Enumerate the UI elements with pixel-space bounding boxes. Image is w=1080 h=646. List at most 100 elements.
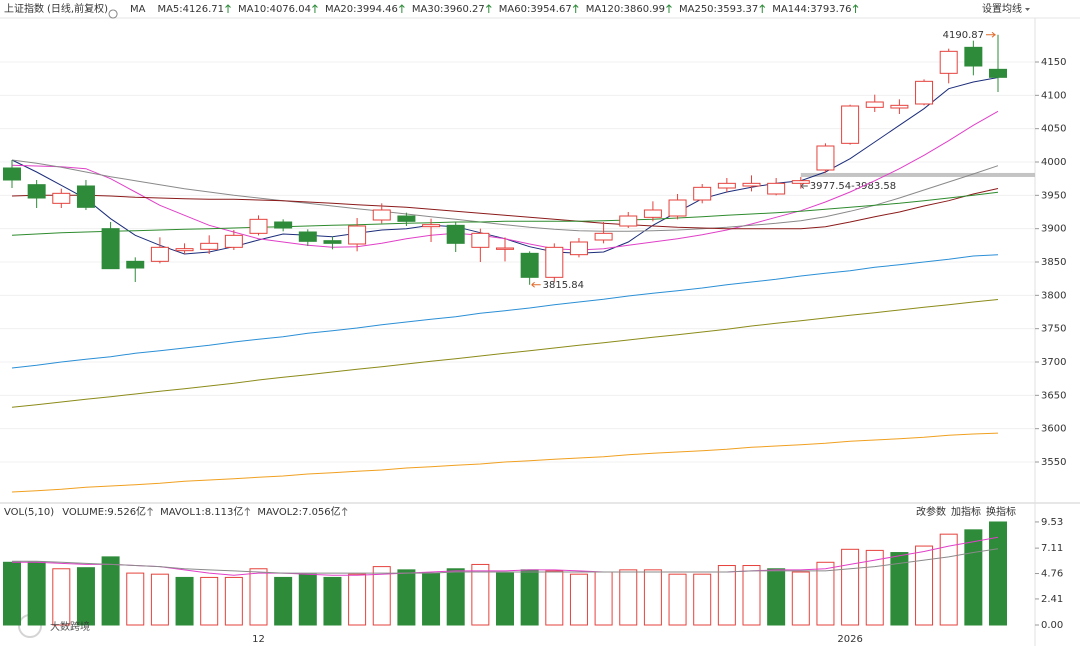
trend-arrow bbox=[244, 507, 251, 516]
volume-bar bbox=[890, 552, 909, 626]
y-tick-label: 0.00 bbox=[1041, 620, 1063, 631]
candle-body bbox=[865, 101, 884, 108]
volume-bar bbox=[496, 572, 514, 626]
ma-line bbox=[11, 191, 999, 236]
volume-bar bbox=[471, 563, 490, 626]
legend-entry: MA30:3960.27 bbox=[412, 4, 485, 15]
volume-bar bbox=[939, 533, 958, 626]
volume-bar bbox=[3, 561, 21, 626]
ma-line bbox=[11, 188, 999, 230]
y-tick-label: 4050 bbox=[1041, 124, 1066, 135]
y-tick-label: 3750 bbox=[1041, 324, 1066, 335]
candle-body bbox=[791, 180, 810, 184]
volume-bar bbox=[791, 571, 810, 626]
volume-bar bbox=[693, 573, 712, 626]
volume-bar bbox=[643, 569, 662, 626]
volume-bar bbox=[372, 566, 391, 626]
volume-bar bbox=[816, 561, 835, 626]
trend-arrow bbox=[852, 4, 859, 13]
candle-body bbox=[643, 209, 662, 218]
panel-button[interactable]: 加指标 bbox=[951, 505, 981, 518]
legend-entry: MAVOL2:7.056亿 bbox=[257, 505, 340, 518]
candle-body bbox=[422, 224, 441, 228]
x-tick-label: 2026 bbox=[837, 634, 862, 645]
volume-bar bbox=[175, 576, 194, 626]
candle-body bbox=[446, 224, 465, 244]
volume-bar bbox=[545, 570, 564, 626]
candle-body bbox=[101, 228, 120, 270]
candle-body bbox=[890, 104, 909, 109]
candle-body bbox=[939, 50, 958, 74]
candle-body bbox=[693, 186, 712, 201]
mavol-line bbox=[12, 536, 999, 576]
volume-bar bbox=[989, 521, 1007, 626]
volume-bar bbox=[76, 567, 95, 626]
legend-title: MA bbox=[130, 4, 146, 15]
ma-line bbox=[11, 159, 999, 232]
volume-bar bbox=[569, 573, 588, 626]
settings-icon bbox=[108, 9, 118, 19]
candle-body bbox=[372, 209, 391, 221]
legend-entry: VOLUME:9.526亿 bbox=[62, 505, 146, 518]
y-tick-label: 3550 bbox=[1041, 457, 1066, 468]
candle-body bbox=[274, 221, 293, 229]
volume-bar bbox=[767, 568, 786, 626]
trend-arrow bbox=[399, 4, 405, 13]
volume-bar bbox=[323, 576, 342, 626]
y-tick-label: 4100 bbox=[1041, 90, 1066, 101]
y-tick-label: 7.11 bbox=[1041, 543, 1063, 554]
volume-bar bbox=[668, 573, 687, 626]
low-label: 3815.84 bbox=[543, 280, 584, 291]
y-tick-label: 4000 bbox=[1041, 157, 1066, 168]
volume-bar bbox=[717, 565, 736, 626]
legend-entry: MA5:4126.71 bbox=[157, 4, 224, 15]
panel-button[interactable]: 改参数 bbox=[916, 505, 946, 518]
high-arrow bbox=[986, 31, 997, 38]
candle-body bbox=[224, 234, 243, 248]
volume-bar bbox=[397, 569, 416, 626]
candle-body bbox=[52, 192, 71, 204]
candle-body bbox=[841, 105, 860, 144]
legend-entry: MA20:3994.46 bbox=[325, 4, 398, 15]
candle-body bbox=[471, 232, 490, 248]
candle-body bbox=[348, 225, 367, 245]
settings-button[interactable]: 设置均线 bbox=[982, 2, 1022, 15]
candle-body bbox=[27, 184, 46, 199]
candle-body bbox=[545, 246, 564, 278]
candle-body bbox=[76, 185, 95, 208]
x-tick-label: 12 bbox=[252, 634, 265, 645]
panel-button[interactable]: 换指标 bbox=[986, 505, 1016, 518]
trend-arrow bbox=[759, 4, 766, 13]
dropdown-icon bbox=[1025, 8, 1030, 11]
y-tick-label: 3800 bbox=[1041, 290, 1066, 301]
candle-body bbox=[175, 248, 194, 252]
y-tick-label: 3950 bbox=[1041, 190, 1066, 201]
gap-band bbox=[800, 172, 1035, 177]
y-tick-label: 2.41 bbox=[1041, 594, 1063, 605]
trend-arrow bbox=[312, 4, 318, 13]
trend-arrow bbox=[572, 4, 579, 13]
trend-arrow bbox=[341, 507, 348, 516]
candle-body bbox=[717, 182, 736, 189]
volume-bar bbox=[594, 571, 613, 626]
high-label: 4190.87 bbox=[943, 30, 984, 41]
candle-body bbox=[397, 215, 416, 222]
candle-body bbox=[126, 260, 145, 269]
volume-bar bbox=[865, 549, 884, 626]
volume-bar bbox=[27, 561, 46, 626]
candle-body bbox=[989, 68, 1007, 78]
volume-bar bbox=[446, 568, 465, 626]
volume-bar bbox=[742, 565, 761, 626]
candle-body bbox=[964, 46, 983, 67]
candle-body bbox=[298, 231, 317, 242]
volume-bar bbox=[200, 576, 219, 626]
y-tick-label: 3600 bbox=[1041, 424, 1066, 435]
volume-bar bbox=[224, 576, 243, 626]
candle-body bbox=[323, 240, 342, 244]
candle-body bbox=[915, 80, 934, 105]
candle-body bbox=[594, 232, 613, 241]
trend-arrow bbox=[147, 507, 153, 516]
legend-entry: MA250:3593.37 bbox=[679, 4, 758, 15]
mavol-line bbox=[12, 548, 999, 574]
